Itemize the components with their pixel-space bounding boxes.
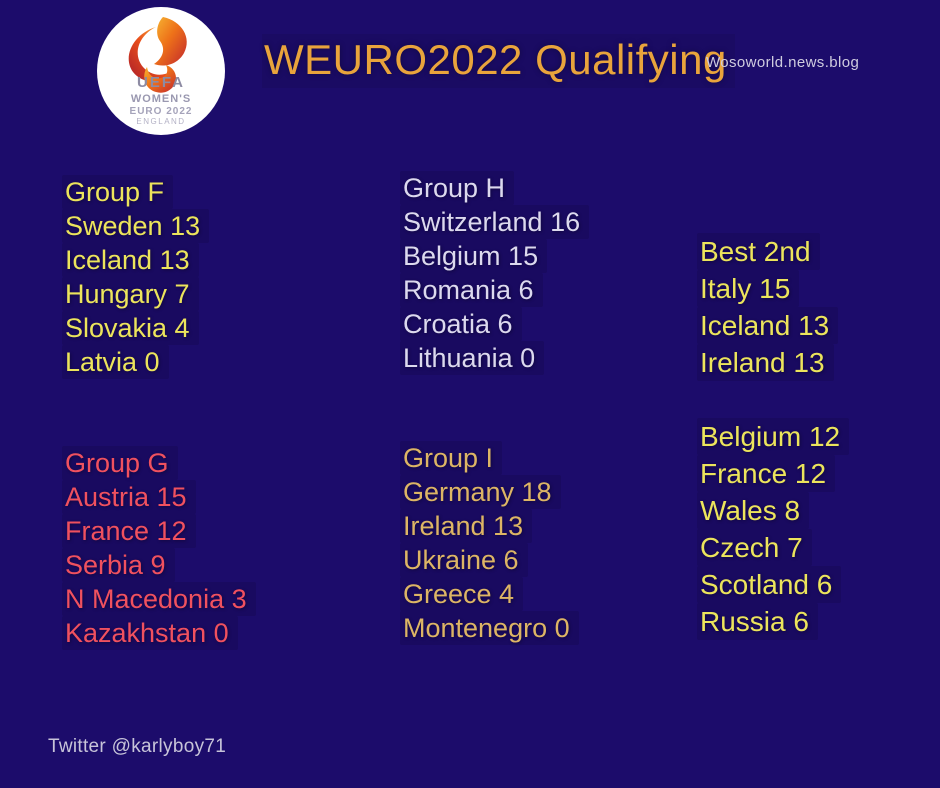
logo-euro2022-text: EURO 2022 (130, 106, 193, 117)
team-row: Scotland 6 (697, 566, 842, 603)
best-second-block: Best 2nd Italy 15 Iceland 13 Ireland 13 Be… (697, 233, 850, 640)
team-list: Germany 18 Ireland 13 Ukraine 6 Greece 4 Mon… (400, 475, 579, 645)
trophy-icon: UEFA WOMEN'S EURO 2022 ENGLAND (97, 7, 225, 135)
team-list: Switzerland 16 Belgium 15 Romania 6 Croatia… (400, 205, 590, 375)
team-row: Iceland 13 (697, 307, 839, 344)
team-row: Italy 15 (697, 270, 800, 307)
team-row: Ireland 13 (697, 344, 834, 381)
team-row: Romania 6 (400, 273, 543, 307)
logo-england-text: ENGLAND (136, 117, 185, 126)
team-list: Sweden 13 Iceland 13 Hungary 7 Slovakia 4 La… (62, 209, 210, 379)
team-row: Slovakia 4 (62, 311, 199, 345)
team-row: Czech 7 (697, 529, 812, 566)
team-row: Sweden 13 (62, 209, 210, 243)
site-name: Wosoworld.news.blog (706, 54, 860, 71)
team-row: Germany 18 (400, 475, 561, 509)
team-row: Russia 6 (697, 603, 818, 640)
team-row: Greece 4 (400, 577, 524, 611)
group-title: Group G (62, 446, 178, 480)
group-i-block: Group I Germany 18 Ireland 13 Ukraine 6 Gre… (400, 441, 579, 645)
team-row: France 12 (62, 514, 196, 548)
team-row: Iceland 13 (62, 243, 199, 277)
team-row: Wales 8 (697, 492, 810, 529)
logo-womens-text: WOMEN'S (131, 93, 191, 105)
team-row: Latvia 0 (62, 345, 169, 379)
group-h-block: Group H Switzerland 16 Belgium 15 Romania … (400, 171, 590, 375)
logo-uefa-text: UEFA (137, 74, 185, 91)
team-row: France 12 (697, 455, 836, 492)
team-row: Montenegro 0 (400, 611, 579, 645)
team-row: Lithuania 0 (400, 341, 545, 375)
group-title: Group H (400, 171, 515, 205)
best-second-qualified-list: Italy 15 Iceland 13 Ireland 13 (697, 270, 849, 381)
team-row: Serbia 9 (62, 548, 175, 582)
twitter-handle: Twitter @karlyboy71 (48, 736, 227, 757)
team-row: Austria 15 (62, 480, 196, 514)
group-title: Group I (400, 441, 503, 475)
best-second-contenders-list: Belgium 12 France 12 Wales 8 Czech 7 Scotlan… (697, 418, 850, 640)
team-row: Croatia 6 (400, 307, 522, 341)
team-row: Belgium 15 (400, 239, 548, 273)
team-row: Ireland 13 (400, 509, 533, 543)
team-row: Hungary 7 (62, 277, 199, 311)
team-row: Belgium 12 (697, 418, 850, 455)
best-second-title: Best 2nd (697, 233, 820, 270)
page-title: WEURO2022 Qualifying (262, 34, 735, 88)
team-row: Switzerland 16 (400, 205, 590, 239)
group-f-block: Group F Sweden 13 Iceland 13 Hungary 7 Slov… (62, 175, 210, 379)
team-row: Kazakhstan 0 (62, 616, 238, 650)
group-title: Group F (62, 175, 174, 209)
team-row: Ukraine 6 (400, 543, 528, 577)
weuro-2022-logo: UEFA WOMEN'S EURO 2022 ENGLAND (96, 5, 226, 137)
team-row: N Macedonia 3 (62, 582, 256, 616)
